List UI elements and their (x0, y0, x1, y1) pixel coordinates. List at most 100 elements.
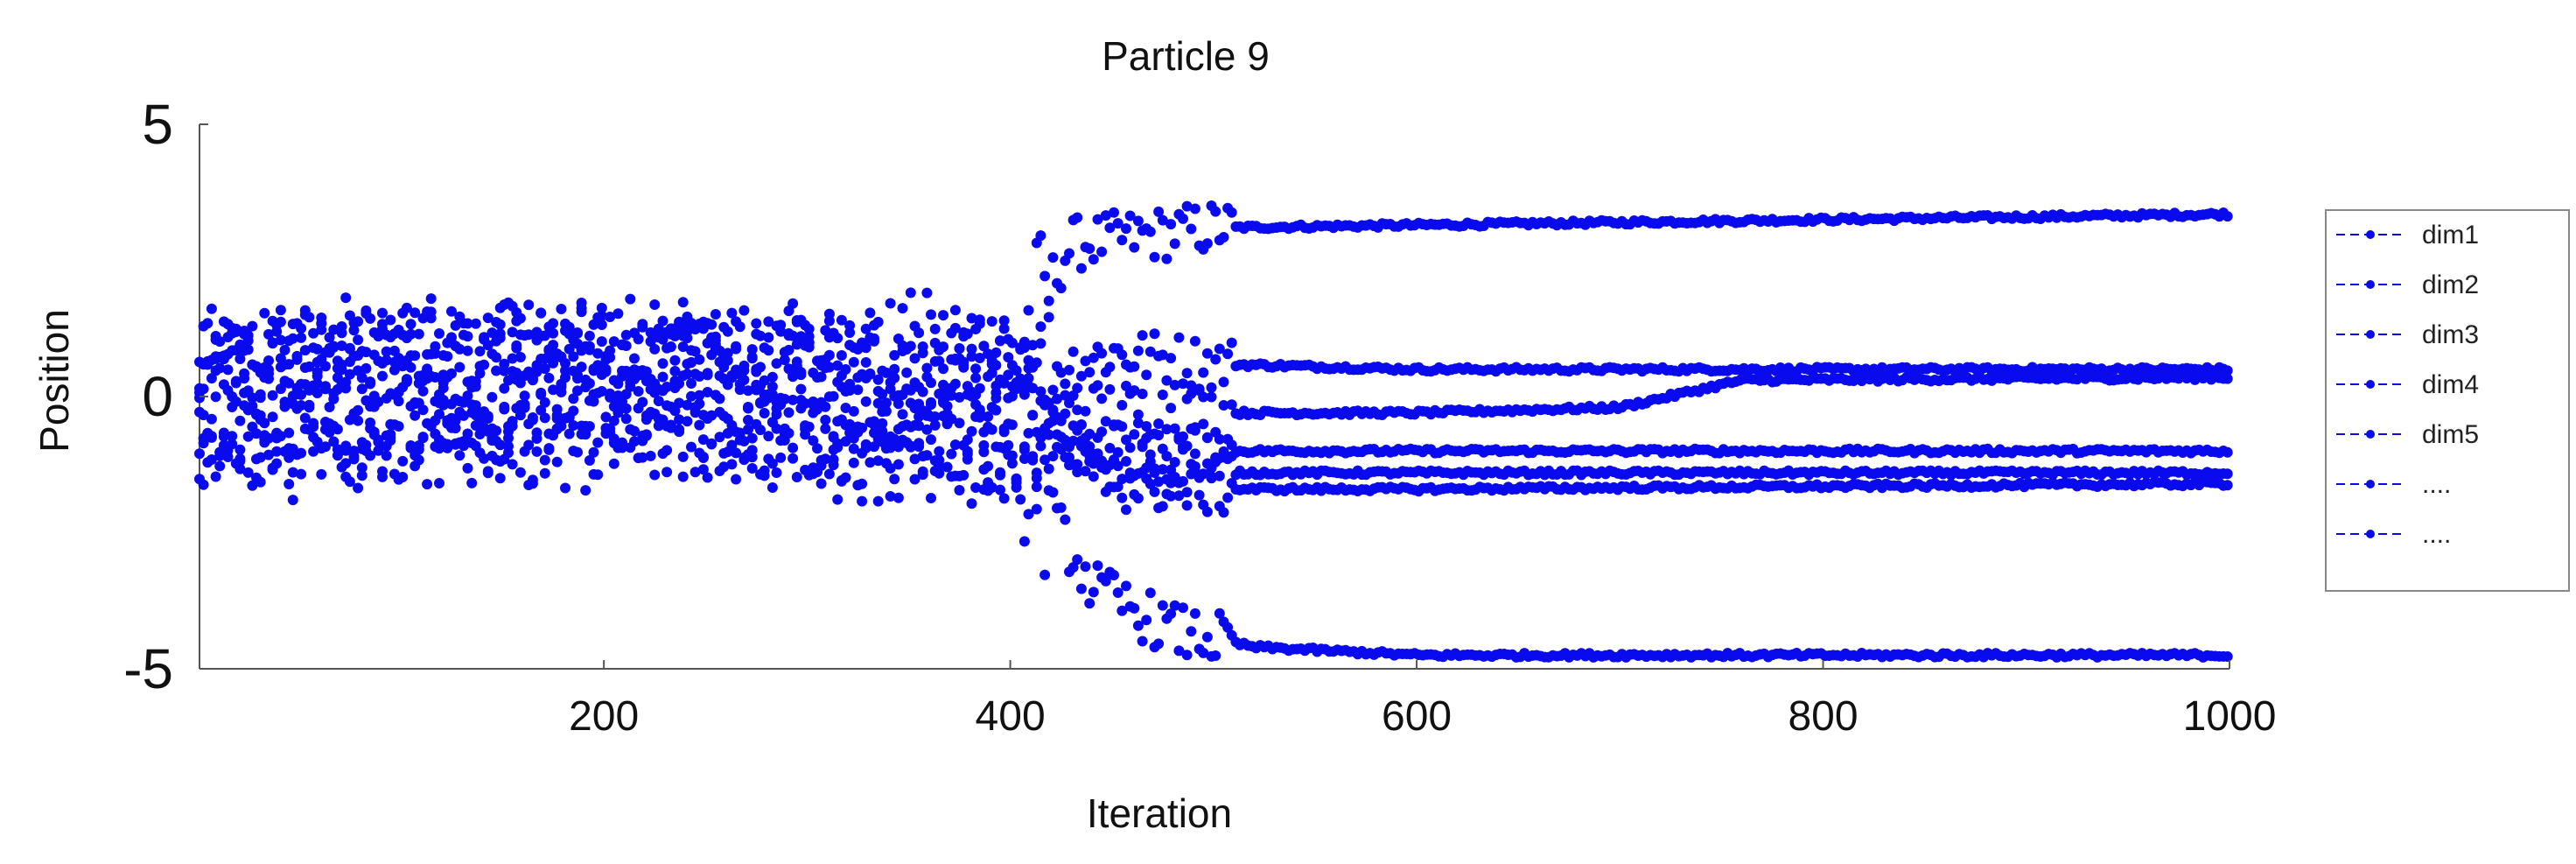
data-point (828, 432, 839, 443)
data-point (800, 420, 811, 432)
data-point (353, 482, 364, 494)
data-point (393, 386, 404, 397)
data-point (795, 383, 807, 395)
data-point (462, 428, 473, 439)
data-point (1072, 212, 1083, 223)
data-point (450, 439, 461, 450)
data-point (844, 418, 856, 430)
data-point (702, 338, 713, 348)
data-point (1060, 390, 1071, 401)
data-point (462, 345, 473, 356)
data-point (929, 355, 941, 367)
legend-marker (2366, 230, 2375, 239)
data-point (946, 448, 957, 460)
data-point (584, 455, 595, 466)
data-point (686, 390, 696, 402)
data-point (1189, 203, 1200, 214)
data-point (892, 492, 904, 503)
data-point (844, 378, 856, 390)
data-point (808, 462, 819, 474)
data-point (360, 362, 372, 374)
data-point (1218, 507, 1229, 518)
data-point (958, 362, 970, 373)
data-point (388, 364, 400, 376)
data-point (921, 287, 933, 299)
data-point (1157, 390, 1168, 400)
data-point (572, 373, 583, 384)
data-point (1047, 487, 1059, 498)
data-point (548, 340, 559, 351)
data-point (1104, 442, 1116, 453)
data-point (466, 399, 478, 411)
data-point (738, 305, 750, 316)
data-point (962, 446, 973, 457)
data-point (503, 447, 514, 459)
data-point (491, 425, 502, 437)
data-point (1173, 490, 1185, 502)
data-point (430, 428, 441, 439)
data-point (844, 327, 856, 338)
data-point (560, 365, 570, 376)
data-point (1137, 330, 1148, 341)
data-point (1060, 378, 1071, 390)
data-point (905, 397, 916, 409)
data-point (234, 444, 246, 455)
data-point (2222, 468, 2233, 480)
data-point (202, 318, 214, 329)
data-point (995, 469, 1005, 481)
data-point (1104, 362, 1116, 373)
data-point (1064, 248, 1074, 259)
data-point (766, 381, 778, 392)
data-point (539, 412, 550, 424)
data-point (938, 363, 948, 375)
data-point (1060, 434, 1071, 446)
data-point (677, 451, 689, 462)
data-point (795, 331, 807, 342)
data-point (901, 419, 913, 431)
data-point (657, 371, 668, 383)
ticks-layer: 200 400 600 800 1000 5 0 -5 (123, 93, 2276, 740)
data-point (942, 461, 953, 473)
data-point (1161, 424, 1172, 435)
data-point (308, 432, 319, 443)
data-point (450, 393, 461, 404)
data-point (653, 323, 664, 334)
data-point (304, 384, 315, 396)
data-point (410, 350, 421, 362)
data-point (368, 349, 380, 361)
data-point (1088, 471, 1099, 482)
data-point (608, 336, 620, 348)
x-axis-label: Iteration (1087, 790, 1232, 836)
data-point (954, 470, 965, 481)
data-point (633, 386, 644, 397)
data-point (413, 454, 424, 466)
data-point (633, 334, 644, 345)
data-point (662, 445, 673, 456)
data-point (629, 353, 640, 364)
data-point (1018, 342, 1030, 354)
data-point (844, 340, 856, 351)
data-point (373, 436, 384, 447)
data-point (230, 345, 242, 355)
data-point (328, 341, 340, 352)
data-point (674, 316, 685, 327)
data-point (1144, 226, 1156, 237)
data-point (588, 319, 599, 330)
data-point (958, 331, 970, 342)
data-point (718, 362, 730, 373)
data-point (885, 298, 896, 309)
data-point (1100, 575, 1111, 587)
data-point (385, 314, 396, 326)
data-point (885, 491, 896, 502)
data-point (665, 401, 676, 412)
data-point (1144, 478, 1156, 489)
data-point (486, 435, 498, 446)
data-point (328, 324, 340, 335)
data-point (803, 331, 815, 342)
data-point (1006, 458, 1018, 469)
data-point (442, 442, 453, 453)
data-point (775, 452, 787, 463)
data-point (239, 368, 250, 379)
data-point (438, 377, 449, 389)
data-point (1052, 411, 1062, 423)
